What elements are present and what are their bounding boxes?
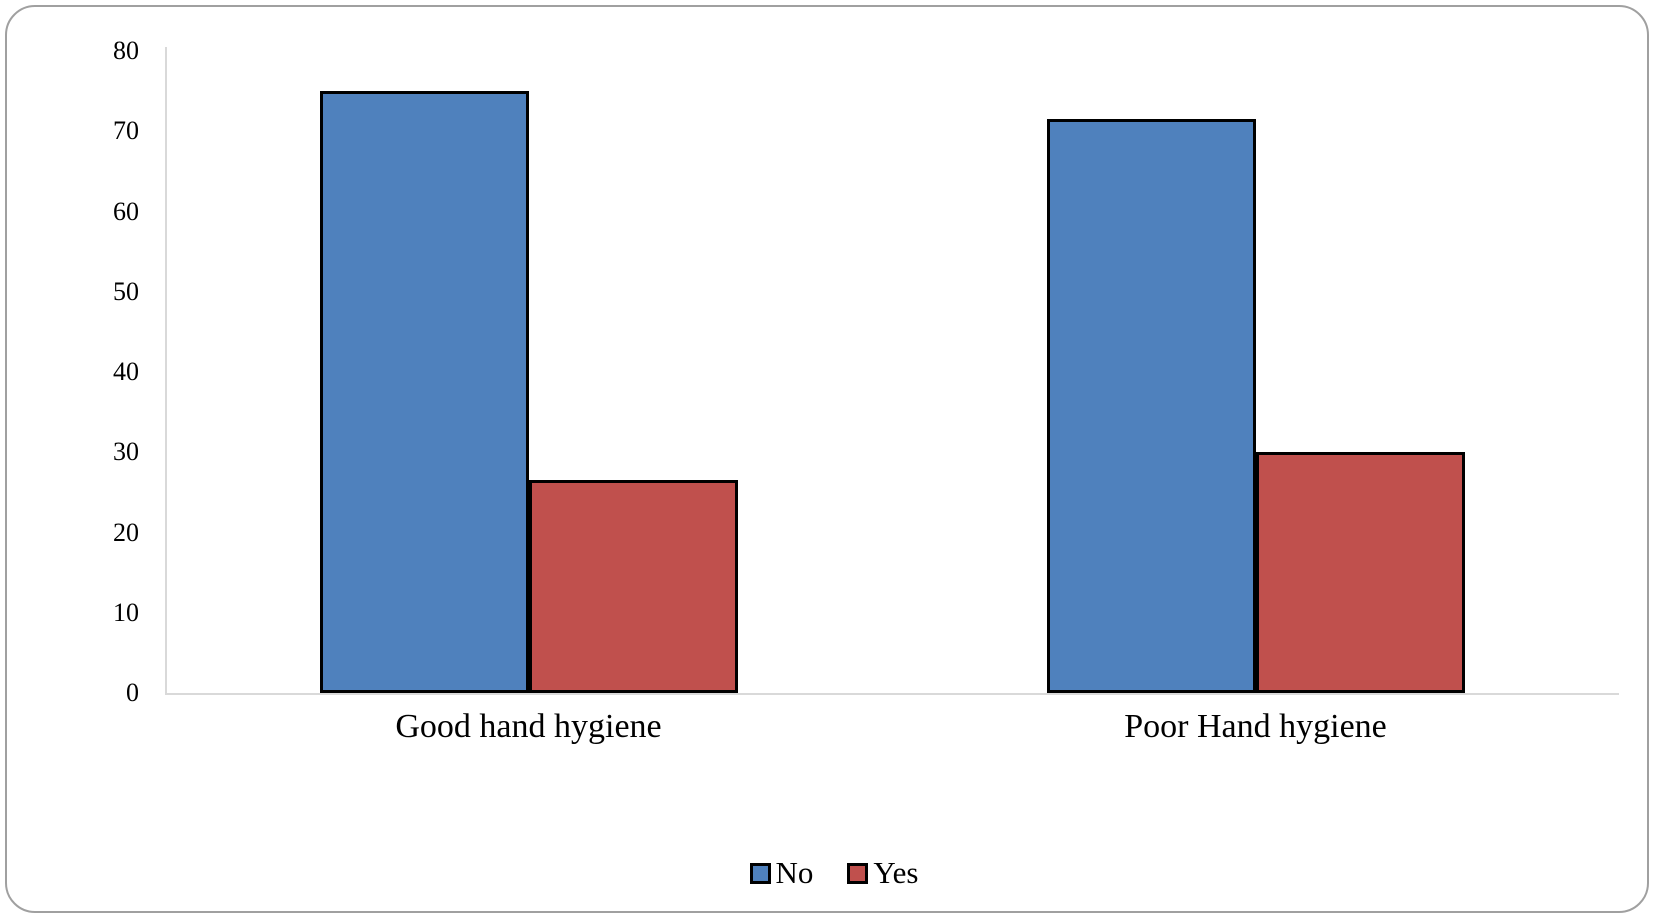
y-tick-label-40: 40 bbox=[113, 357, 139, 386]
bar-yes-poor-hand-hygiene bbox=[1256, 452, 1465, 693]
legend-swatch-icon bbox=[847, 862, 869, 884]
bar-no-poor-hand-hygiene bbox=[1047, 119, 1256, 693]
y-tick-label-30: 30 bbox=[113, 437, 139, 467]
y-axis-line bbox=[165, 47, 167, 693]
bar-no-good-hand-hygiene bbox=[320, 91, 529, 693]
y-tick-label-80: 80 bbox=[113, 36, 139, 65]
legend-swatch-icon bbox=[749, 862, 771, 884]
y-tick-label-50: 50 bbox=[113, 276, 139, 306]
y-tick-label-20: 20 bbox=[113, 517, 139, 547]
legend-item-no: No bbox=[749, 855, 814, 891]
category-label-good-hand-hygiene: Good hand hygiene bbox=[395, 708, 662, 745]
bar-chart: 0 10 20 30 40 50 60 70 80 Good hand hygiene Poor … bbox=[7, 7, 1647, 911]
figure-border: 0 10 20 30 40 50 60 70 80 Good hand hygiene Poor … bbox=[5, 5, 1649, 913]
y-tick-label-70: 70 bbox=[113, 116, 139, 146]
bar-yes-good-hand-hygiene bbox=[529, 480, 738, 693]
legend-label: Yes bbox=[873, 855, 919, 890]
legend-label: No bbox=[775, 855, 814, 890]
legend-item-yes: Yes bbox=[847, 855, 919, 891]
legend: No Yes bbox=[7, 855, 1654, 891]
category-label-poor-hand-hygiene: Poor Hand hygiene bbox=[1124, 708, 1387, 745]
y-tick-label-0: 0 bbox=[126, 678, 139, 707]
y-tick-label-60: 60 bbox=[113, 196, 139, 226]
y-tick-label-10: 10 bbox=[113, 597, 139, 627]
x-axis-line bbox=[165, 693, 1619, 695]
